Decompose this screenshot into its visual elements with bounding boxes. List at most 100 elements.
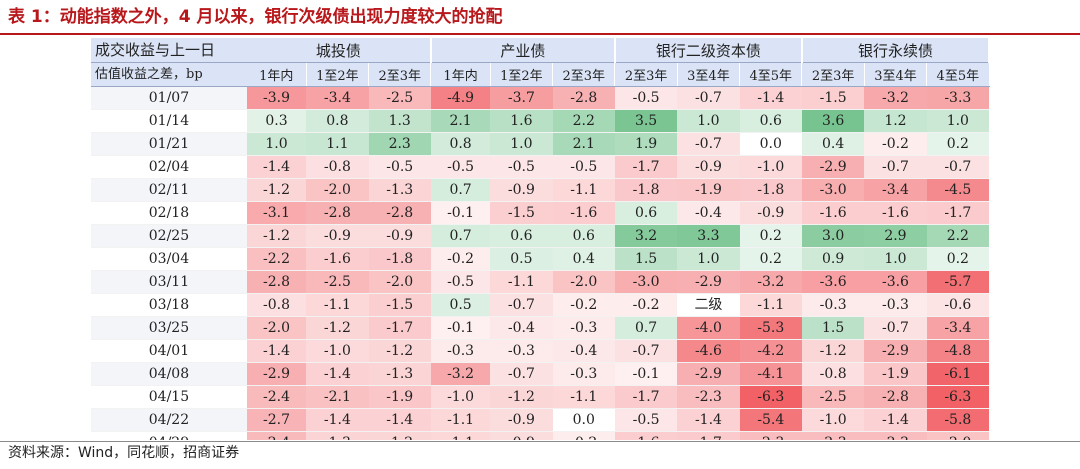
spread-cell: -1.3 — [368, 178, 431, 202]
spread-cell: -1.1 — [306, 293, 369, 317]
table-row: 02/11 -1.2 -2.0 -1.3 0.7 -0.9 -1.1 -1.8 -1.9 -1.8… — [91, 178, 989, 202]
spread-cell: -1.1 — [430, 431, 491, 440]
spread-cell: -2.8 — [552, 86, 615, 110]
table-body: 01/07 -3.9 -3.4 -2.5 -4.9 -3.7 -2.8 -0.5 -0.7 -1.… — [91, 86, 989, 440]
spread-cell: 1.2 — [864, 109, 927, 133]
spread-cell: -1.0 — [739, 155, 802, 179]
spread-cell: -1.7 — [614, 155, 678, 179]
spread-cell: -1.7 — [368, 316, 431, 340]
header-row-tenors: 估值收益之差，bp 1年内 1至2年 2至3年 1年内 1至2年 2至3年 2至… — [91, 62, 990, 87]
spread-cell: 1.6 — [490, 109, 553, 133]
table-row: 03/25 -2.0 -1.2 -1.7 -0.1 -0.4 -0.3 0.7 -4.0 -5.3… — [91, 316, 989, 340]
row-date: 04/08 — [91, 362, 247, 386]
spread-cell: 0.7 — [614, 316, 678, 340]
spread-cell: -4.6 — [677, 339, 740, 363]
spread-cell: -3.3 — [926, 86, 989, 110]
spread-cell: -1.6 — [614, 431, 678, 440]
spread-cell: -2.0 — [552, 270, 615, 294]
tenor-header: 3至4年 — [677, 62, 741, 87]
spread-cell: -0.8 — [801, 362, 865, 386]
spread-cell: -2.3 — [677, 385, 740, 409]
group-header-tier2: 银行二级资本债 — [614, 38, 803, 63]
spread-cell: -0.3 — [552, 362, 615, 386]
spread-cell: -2.0 — [306, 178, 369, 202]
spread-cell: -1.2 — [246, 178, 307, 202]
spread-cell: -0.6 — [926, 293, 989, 317]
spread-cell: -1.2 — [490, 385, 553, 409]
spread-cell: 2.2 — [926, 224, 989, 248]
tenor-header: 2至3年 — [368, 62, 432, 87]
spread-cell: -1.8 — [739, 178, 802, 202]
spread-cell: 1.0 — [677, 109, 740, 133]
spread-cell: -2.8 — [368, 201, 431, 225]
spread-cell: -2.3 — [864, 431, 927, 440]
spread-cell: -3.9 — [246, 86, 307, 110]
spread-cell: -0.9 — [490, 178, 553, 202]
spread-cell: 1.0 — [677, 247, 740, 271]
spread-cell: -2.3 — [801, 431, 865, 440]
spread-cell: 0.4 — [552, 247, 615, 271]
spread-cell: -1.0 — [430, 385, 491, 409]
spread-cell: -0.3 — [430, 339, 491, 363]
spread-cell: -0.1 — [614, 362, 678, 386]
spread-cell: -2.8 — [306, 201, 369, 225]
spread-cell: 二级 — [677, 293, 740, 317]
spread-cell: 1.1 — [306, 132, 369, 156]
spread-cell: -2.7 — [246, 408, 307, 432]
tenor-header: 2至3年 — [614, 62, 678, 87]
spread-cell: -1.2 — [801, 339, 865, 363]
spread-cell: 0.5 — [490, 247, 553, 271]
spread-cell: -1.5 — [368, 293, 431, 317]
spread-cell: 1.5 — [614, 247, 678, 271]
row-date: 04/01 — [91, 339, 247, 363]
table-row: 03/04 -2.2 -1.6 -1.8 -0.2 0.5 0.4 1.5 1.0 0.2 0.9 1… — [91, 247, 989, 271]
title-divider — [0, 33, 1080, 35]
table-row: 01/21 1.0 1.1 2.3 0.8 1.0 2.1 1.9 -0.7 0.0 0.4 -0.2… — [91, 132, 989, 156]
spread-cell: -6.3 — [926, 385, 989, 409]
spread-cell: 0.7 — [430, 224, 491, 248]
spread-cell: -0.9 — [490, 431, 553, 440]
spread-cell: -2.8 — [864, 385, 927, 409]
spread-cell: 0.5 — [430, 293, 491, 317]
tenor-header: 4至5年 — [926, 62, 990, 87]
spread-cell: -0.3 — [801, 293, 865, 317]
tenor-header: 1至2年 — [490, 62, 554, 87]
table-row: 03/18 -0.8 -1.1 -1.5 0.5 -0.7 -0.2 -0.2 二级 -1.1 -0… — [91, 293, 989, 317]
spread-cell: 0.8 — [430, 132, 491, 156]
spread-cell: -3.4 — [864, 178, 927, 202]
spread-cell: 1.0 — [926, 109, 989, 133]
spread-cell: -1.0 — [801, 408, 865, 432]
spread-cell: -3.4 — [306, 86, 369, 110]
spread-cell: -1.1 — [552, 385, 615, 409]
group-header-chanye: 产业债 — [430, 38, 616, 63]
spread-cell: -3.0 — [801, 178, 865, 202]
spread-cell: 3.6 — [801, 109, 865, 133]
spread-cell: -0.3 — [864, 293, 927, 317]
spread-cell: 0.2 — [739, 224, 802, 248]
spread-cell: -2.9 — [801, 155, 865, 179]
spread-cell: 0.2 — [739, 247, 802, 271]
spread-cell: -0.9 — [306, 224, 369, 248]
spread-cell: -1.6 — [864, 201, 927, 225]
spread-cell: -1.1 — [430, 408, 491, 432]
spread-cell: 1.5 — [801, 316, 865, 340]
spread-cell: -1.5 — [490, 201, 553, 225]
spread-cell: -0.3 — [552, 316, 615, 340]
tenor-header: 2至3年 — [552, 62, 616, 87]
spread-cell: -0.7 — [864, 316, 927, 340]
spread-cell: -1.8 — [368, 247, 431, 271]
spread-cell: -0.8 — [306, 155, 369, 179]
table-row: 03/11 -2.8 -2.5 -2.0 -0.5 -1.1 -2.0 -3.0 -2.9 -3.… — [91, 270, 989, 294]
tenor-header: 3至4年 — [864, 62, 928, 87]
table-row: 01/07 -3.9 -3.4 -2.5 -4.9 -3.7 -2.8 -0.5 -0.7 -1.… — [91, 86, 989, 110]
spread-cell: -1.2 — [368, 431, 431, 440]
spread-cell: -2.4 — [246, 385, 307, 409]
spread-cell: -0.7 — [864, 155, 927, 179]
spread-cell: -1.6 — [801, 201, 865, 225]
spread-cell: -5.3 — [739, 316, 802, 340]
spread-cell: -2.4 — [246, 431, 307, 440]
spread-cell: -0.2 — [552, 293, 615, 317]
spread-cell: -1.9 — [368, 385, 431, 409]
spread-cell: -0.5 — [614, 408, 678, 432]
spread-cell: -2.1 — [306, 385, 369, 409]
